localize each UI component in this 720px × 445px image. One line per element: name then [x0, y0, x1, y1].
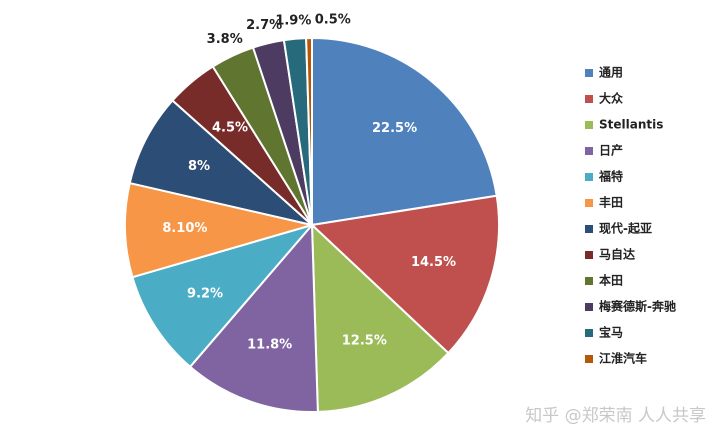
legend-label: 通用 — [599, 65, 623, 80]
data-label: 4.5% — [212, 120, 248, 135]
data-label: 11.8% — [247, 337, 292, 352]
legend-label: 大众 — [599, 91, 624, 106]
legend-swatch — [585, 329, 593, 337]
legend-swatch — [585, 147, 593, 155]
pie-slice — [305, 36, 313, 226]
data-label: 22.5% — [372, 121, 417, 136]
legend-label: 丰田 — [599, 195, 623, 210]
pie-slice — [131, 223, 315, 369]
legend-label: 福特 — [598, 169, 623, 184]
legend-swatch — [585, 355, 593, 363]
data-label: 12.5% — [342, 333, 387, 348]
legend-label: 梅赛德斯-奔驰 — [599, 299, 676, 314]
data-label: 8.10% — [162, 221, 207, 236]
legend-label: Stellantis — [599, 118, 663, 132]
legend-swatch — [585, 173, 593, 181]
pie-slice — [311, 36, 498, 227]
legend-label: 日产 — [599, 143, 623, 158]
pie-slice — [188, 222, 319, 413]
data-label: 3.8% — [207, 32, 243, 47]
data-label: 8% — [188, 159, 210, 174]
legend-label: 宝马 — [599, 325, 623, 340]
legend-label: 江淮汽车 — [599, 351, 647, 366]
legend-swatch — [585, 303, 593, 311]
legend-label: 马自达 — [599, 247, 635, 262]
pie-slice — [310, 222, 450, 413]
data-label: 9.2% — [187, 286, 223, 301]
data-label: 2.7% — [246, 18, 282, 33]
pie-slice — [128, 99, 313, 226]
legend-swatch — [585, 121, 593, 129]
legend-swatch — [585, 69, 593, 77]
data-label: 14.5% — [411, 255, 456, 270]
legend-swatch — [585, 199, 593, 207]
legend-label: 现代-起亚 — [599, 221, 652, 236]
legend-swatch — [585, 95, 593, 103]
data-label: 0.5% — [315, 13, 351, 28]
legend-label: 本田 — [599, 273, 623, 288]
legend-swatch — [585, 225, 593, 233]
pie-slice — [309, 194, 500, 355]
legend-swatch — [585, 277, 593, 285]
data-label: 1.9% — [275, 13, 311, 28]
legend-swatch — [585, 251, 593, 259]
watermark: 知乎 @郑荣南 人人共享 — [525, 406, 706, 426]
pie-slice — [124, 181, 316, 279]
